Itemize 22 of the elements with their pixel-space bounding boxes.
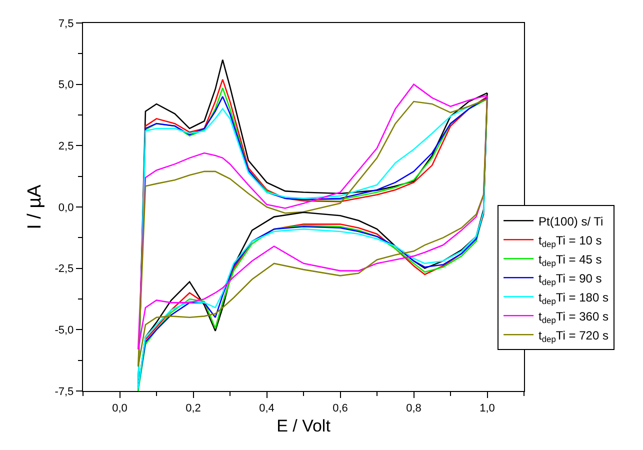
x-tick-label: 1,0 [480, 402, 495, 414]
y-axis-title: I / µA [24, 184, 46, 230]
y-tick-label: -2,5 [54, 263, 74, 276]
x-axis-title: E / Volt [276, 416, 331, 436]
legend-label: Pt(100) s/ Ti [538, 214, 604, 228]
x-tick-label: 0,4 [259, 402, 274, 414]
y-tick-label: 2,5 [58, 140, 74, 153]
y-tick-label: -7,5 [54, 386, 74, 398]
x-tick-label: 0,6 [332, 402, 348, 414]
x-tick-label: 0,2 [186, 402, 201, 414]
legend-label: t$_{dep}$Ti = 45 s [538, 252, 602, 268]
legend-label: t$_{dep}$Ti = 90 s [538, 271, 602, 287]
legend-label: t$_{dep}$Ti = 10 s [538, 233, 602, 249]
y-tick-label: 5,0 [58, 79, 74, 92]
y-tick-label: -5,0 [54, 324, 74, 337]
legend-label: t$_{dep}$Ti = 720 s [538, 328, 608, 344]
x-tick-label: 0,8 [406, 402, 422, 414]
legend-label: t$_{dep}$Ti = 360 s [538, 309, 608, 325]
y-tick-label: 7,5 [58, 18, 74, 30]
x-tick-label: 0,0 [112, 402, 128, 414]
y-tick-label: 0,0 [58, 202, 74, 214]
legend-label: t$_{dep}$Ti = 180 s [538, 290, 608, 306]
